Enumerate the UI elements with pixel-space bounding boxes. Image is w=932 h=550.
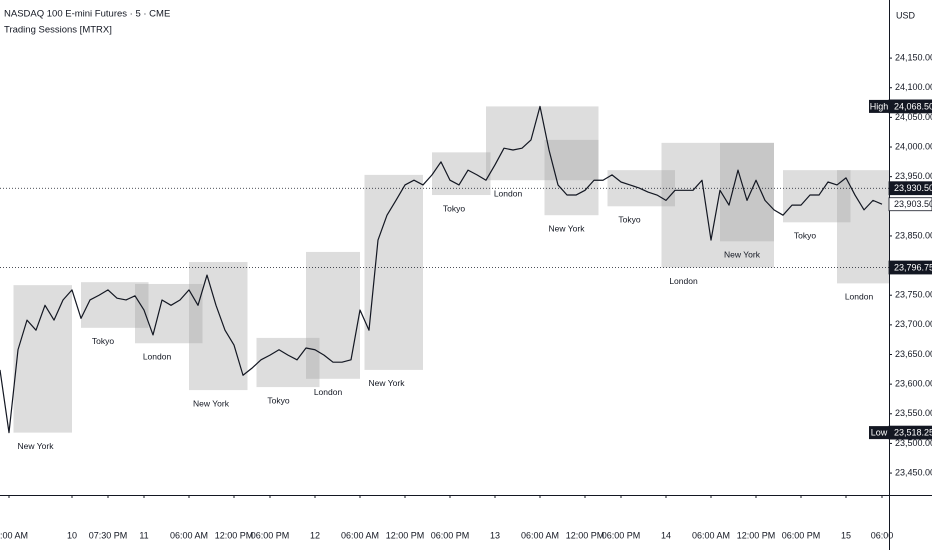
session-box <box>306 251 360 379</box>
x-tick-label: 12 <box>310 530 320 540</box>
y-tick-label: 24,150.00 <box>895 52 932 62</box>
session-box <box>81 282 149 328</box>
price-badge-label: 24,068.50 <box>894 101 932 111</box>
price-line <box>0 105 883 434</box>
session-label: Tokyo <box>92 336 114 346</box>
session-label: New York <box>369 378 406 388</box>
x-tick-label: 06:00 AM <box>170 530 208 540</box>
y-tick-label: 23,600.00 <box>895 379 932 389</box>
price-badge-tag <box>869 426 889 440</box>
price-badge-label: 23,903.50 <box>894 199 932 209</box>
y-tick-label: 23,850.00 <box>895 230 932 240</box>
price-badge-tag-label: Low <box>871 427 888 437</box>
x-tick-label: 12:00 PM <box>566 530 605 540</box>
x-tick-label: 12:00 PM <box>215 530 254 540</box>
session-label: Tokyo <box>794 231 816 241</box>
session-label: New York <box>18 441 55 451</box>
y-tick-label: 24,050.00 <box>895 112 932 122</box>
axis-layer: 23,450.00 23,500.00 23,550.00 23,600.00 23,6… <box>0 52 932 540</box>
x-tick-label: 06:00 <box>871 530 894 540</box>
price-badge <box>888 197 932 212</box>
indicator-name: Trading Sessions [MTRX] <box>4 25 112 36</box>
lines-layer <box>0 105 889 434</box>
y-tick-label: 23,700.00 <box>895 319 932 329</box>
session-label: Tokyo <box>618 215 640 225</box>
session-label: New York <box>193 398 230 408</box>
price-badge-tag-label: High <box>870 101 889 111</box>
session-label: Tokyo <box>443 203 465 213</box>
x-tick-label: 06:00 PM <box>431 530 470 540</box>
price-badge <box>888 260 932 275</box>
y-tick-label: 23,950.00 <box>895 171 932 181</box>
price-badge-label: 23,796.75 <box>894 262 932 272</box>
session-label: New York <box>724 250 761 260</box>
x-tick-label: 11 <box>139 530 148 540</box>
x-tick-label: 06:00 AM <box>521 530 559 540</box>
x-tick-label: 07:30 PM <box>89 530 128 540</box>
x-tick-label: 13 <box>490 530 500 540</box>
x-tick-label: 06:00 PM <box>251 530 290 540</box>
price-badge-label: 23,930.50 <box>894 183 932 193</box>
session-box <box>544 139 599 216</box>
y-tick-label: 23,650.00 <box>895 349 932 359</box>
x-tick-label: 14 <box>661 530 671 540</box>
y-tick-label: 23,550.00 <box>895 408 932 418</box>
x-tick-label: 06:00 AM <box>341 530 379 540</box>
currency-box[interactable] <box>890 0 932 30</box>
session-box <box>256 337 320 388</box>
x-tick-label: 06:00 AM <box>692 530 730 540</box>
session-label: New York <box>549 223 586 233</box>
x-tick-label: 06:00 AM <box>0 530 28 540</box>
y-tick-label: 23,500.00 <box>895 438 932 448</box>
session-box <box>720 142 774 242</box>
session-label: London <box>494 188 523 198</box>
session-box <box>783 170 851 223</box>
session-label: Tokyo <box>267 395 289 405</box>
y-tick-label: 23,450.00 <box>895 467 932 477</box>
session-box <box>13 285 72 433</box>
x-tick-label: 15 <box>841 530 851 540</box>
sessions-layer: New York Tokyo London New York Tokyo London Ne… <box>13 106 889 451</box>
y-tick-label: 23,750.00 <box>895 290 932 300</box>
price-badge-label: 23,518.25 <box>894 427 932 437</box>
x-tick-label: 12:00 PM <box>737 530 776 540</box>
price-badge-tag <box>869 99 889 113</box>
x-tick-label: 12:00 PM <box>386 530 425 540</box>
session-box <box>432 152 491 196</box>
y-tick-label: 24,000.00 <box>895 141 932 151</box>
x-tick-label: 06:00 PM <box>782 530 821 540</box>
session-label: London <box>669 276 698 286</box>
x-tick-label: 10 <box>67 530 77 540</box>
y-tick-label: 24,100.00 <box>895 82 932 92</box>
session-label: London <box>845 292 874 302</box>
chart-title: NASDAQ 100 E-mini Futures · 5 · CME <box>4 9 170 20</box>
session-box <box>837 170 889 284</box>
session-label: London <box>314 387 343 397</box>
session-label: London <box>143 351 172 361</box>
currency[interactable]: USD <box>896 10 916 20</box>
x-tick-label: 06:00 PM <box>602 530 641 540</box>
price-badge <box>888 181 932 196</box>
session-box <box>189 262 248 391</box>
